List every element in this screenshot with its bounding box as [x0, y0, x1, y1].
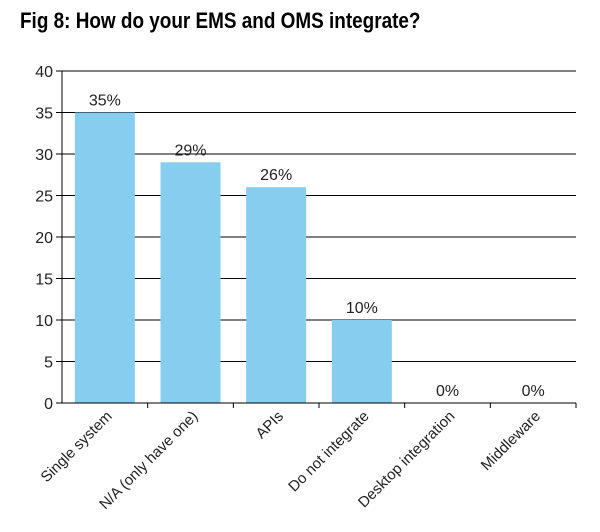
data-label: 10% [346, 300, 378, 317]
x-category-label: Do not integrate [285, 408, 373, 496]
bar [74, 112, 135, 403]
y-tick-label: 10 [35, 313, 53, 330]
bars [74, 112, 392, 403]
y-tick-label: 0 [44, 396, 53, 413]
y-tick-label: 15 [35, 272, 53, 289]
y-tick-label: 25 [35, 189, 53, 206]
x-category-label: Middleware [478, 408, 544, 474]
x-category-label: N/A (only have one) [96, 408, 201, 513]
y-tick-label: 30 [35, 147, 53, 164]
data-label: 26% [260, 167, 292, 184]
axes [56, 70, 577, 408]
x-category-label: Single system [38, 408, 116, 486]
data-label: 0% [522, 383, 545, 400]
x-category-label: APIs [253, 408, 287, 442]
gridlines [62, 70, 576, 362]
y-tick-label: 40 [35, 64, 53, 81]
chart-title: Fig 8: How do your EMS and OMS integrate… [20, 8, 421, 33]
bar [160, 162, 221, 403]
y-tick-label: 20 [35, 230, 53, 247]
y-tick-label: 35 [35, 106, 53, 123]
bar [331, 320, 392, 403]
data-label: 0% [436, 383, 459, 400]
data-label: 29% [174, 142, 206, 159]
y-tick-label: 5 [44, 355, 53, 372]
data-label: 35% [89, 93, 121, 110]
x-category-label: Desktop integration [355, 408, 458, 511]
bar [246, 187, 307, 403]
